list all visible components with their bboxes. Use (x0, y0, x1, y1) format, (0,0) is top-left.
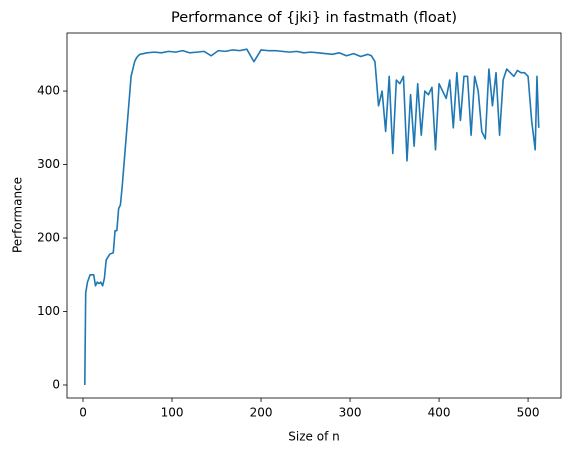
x-tick-label: 100 (161, 406, 184, 420)
y-tick-label: 0 (52, 377, 60, 391)
y-tick-label: 200 (37, 231, 60, 245)
x-tick-label: 300 (339, 406, 362, 420)
x-tick-label: 0 (79, 406, 87, 420)
data-line (84, 48, 540, 385)
x-tick-label: 200 (250, 406, 273, 420)
y-tick-label: 400 (37, 84, 60, 98)
x-tick-label: 400 (428, 406, 451, 420)
y-tick-label: 300 (37, 157, 60, 171)
plot-frame (66, 32, 562, 399)
x-axis-label: Size of n (288, 430, 339, 444)
chart-title: Performance of {jki} in fastmath (float) (171, 10, 457, 26)
x-tick-label: 500 (517, 406, 540, 420)
y-axis-label: Performance (11, 177, 25, 253)
y-tick-label: 100 (37, 304, 60, 318)
